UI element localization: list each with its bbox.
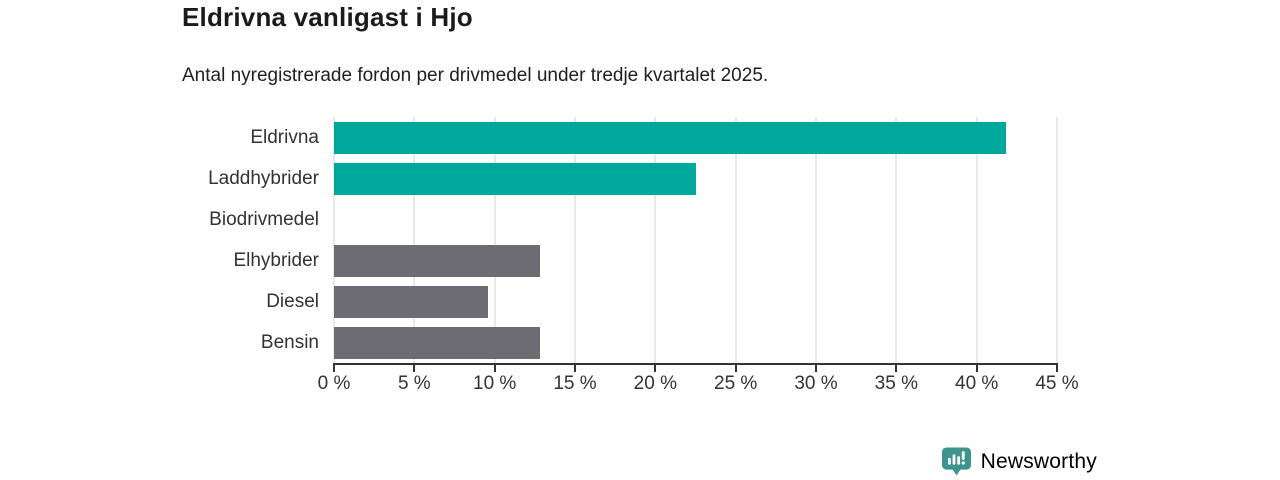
gridline bbox=[815, 117, 817, 363]
x-tick-label: 40 % bbox=[955, 373, 999, 394]
x-tick bbox=[574, 363, 576, 372]
category-label: Bensin bbox=[260, 331, 319, 353]
x-tick-label: 30 % bbox=[794, 373, 838, 394]
x-tick-label: 20 % bbox=[633, 373, 677, 394]
category-labels: Eldrivna Laddhybrider Biodrivmedel Elhybrid… bbox=[0, 117, 319, 363]
x-tick-label: 10 % bbox=[473, 373, 517, 394]
bar-elhybrider bbox=[334, 244, 540, 277]
category-label: Elhybrider bbox=[233, 249, 319, 271]
bar-bensin bbox=[334, 326, 540, 359]
x-tick-label: 45 % bbox=[1035, 373, 1079, 394]
x-tick-label: 35 % bbox=[874, 373, 918, 394]
x-tick bbox=[333, 363, 335, 372]
newsworthy-logo-icon bbox=[941, 447, 971, 476]
category-label: Eldrivna bbox=[250, 126, 319, 148]
x-tick bbox=[734, 363, 737, 372]
x-tick-label: 25 % bbox=[714, 373, 758, 394]
x-axis-tick-labels: 0 % 5 % 10 % 15 % 20 % 25 % 30 % 35 % 40 % 45 % bbox=[318, 373, 1079, 397]
x-tick bbox=[895, 363, 898, 372]
bar-laddhybrider bbox=[334, 162, 696, 195]
x-axis-ticks bbox=[333, 363, 1058, 372]
logo-pin-shape bbox=[941, 447, 971, 476]
brand-name: Newsworthy bbox=[980, 449, 1097, 473]
x-tick bbox=[654, 363, 657, 372]
gridline bbox=[1056, 117, 1058, 363]
gridline bbox=[333, 117, 335, 363]
gridline bbox=[654, 117, 657, 363]
chart-subtitle: Antal nyregistrerade fordon per drivmede… bbox=[182, 65, 769, 86]
category-label: Laddhybrider bbox=[208, 167, 319, 189]
gridline bbox=[895, 117, 898, 363]
gridline bbox=[975, 117, 978, 363]
x-tick-label: 15 % bbox=[553, 373, 597, 394]
x-tick bbox=[975, 363, 978, 372]
x-tick bbox=[413, 363, 416, 372]
category-label: Biodrivmedel bbox=[209, 208, 319, 230]
x-axis-line bbox=[333, 363, 1058, 365]
gridline bbox=[493, 117, 496, 363]
x-tick bbox=[493, 363, 496, 372]
x-tick-label: 0 % bbox=[317, 373, 351, 394]
x-tick bbox=[815, 363, 817, 372]
bar-diesel bbox=[334, 285, 489, 318]
brand-footer: Newsworthy bbox=[941, 447, 1097, 476]
x-tick bbox=[1056, 363, 1058, 372]
bar-eldrivna bbox=[334, 121, 1006, 154]
gridline bbox=[413, 117, 416, 363]
gridline bbox=[734, 117, 737, 363]
category-label: Diesel bbox=[266, 290, 319, 312]
gridline bbox=[574, 117, 576, 363]
x-tick-label: 5 % bbox=[397, 373, 431, 394]
plot-area bbox=[333, 117, 1058, 363]
chart-title: Eldrivna vanligast i Hjo bbox=[182, 2, 473, 32]
